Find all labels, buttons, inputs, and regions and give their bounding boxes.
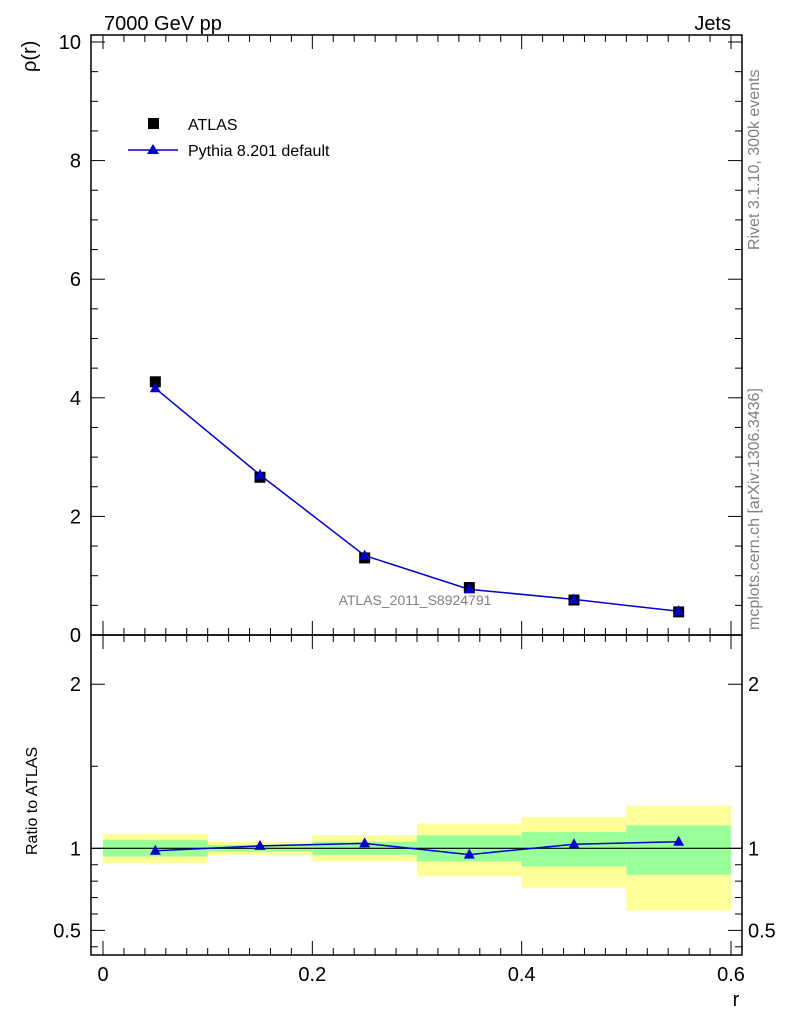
x-axis-label: r: [733, 989, 740, 1011]
analysis-watermark: ATLAS_2011_S8924791: [339, 592, 492, 608]
ratio-y-tick-label-left: 2: [70, 674, 81, 696]
x-tick-label: 0.2: [298, 964, 326, 986]
atlas-marker: [149, 376, 161, 388]
x-tick-label: 0.6: [717, 964, 745, 986]
main-y-tick-label: 8: [70, 151, 81, 173]
main-y-tick-label: 2: [70, 506, 81, 528]
main-y-tick-label: 6: [70, 269, 81, 291]
pythia-marker: [149, 382, 161, 393]
legend-pythia-label: Pythia 8.201 default: [188, 143, 330, 160]
ratio-series-layer: [149, 835, 685, 859]
ratio-pythia-marker: [673, 835, 685, 846]
legend: ATLAS Pythia 8.201 default: [128, 117, 330, 160]
ratio-band-green: [626, 825, 731, 875]
side-note-bottom: mcplots.cern.ch [arXiv:1306.3436]: [746, 388, 763, 630]
x-tick-labels: 0 0.2 0.4 0.6: [97, 964, 744, 986]
side-note-top: Rivet 3.1.10, 300k events: [746, 69, 763, 250]
main-y-tick-label: 10: [59, 32, 81, 54]
legend-pythia-marker: [147, 144, 159, 154]
main-axis-ticks: [91, 35, 742, 636]
ratio-band-green: [521, 831, 627, 867]
ratio-y-tick-label-left: 0.5: [53, 920, 81, 942]
ratio-panel: 0.5 0.5 1 1 2 2 0 0.2 0.4 0.6 Ratio to ATLAS r: [24, 634, 776, 1011]
header-left: 7000 GeV pp: [104, 13, 222, 35]
ratio-pythia-line: [155, 841, 679, 856]
main-panel: 0 2 4 6 8 10 ρ(r) ATLAS_2011_S8924791 ATLAS P…: [19, 32, 743, 647]
main-series-layer: [149, 376, 685, 618]
ratio-y-tick-label-right: 0.5: [748, 920, 776, 942]
ratio-pythia-marker: [359, 837, 371, 848]
legend-atlas-label: ATLAS: [188, 117, 238, 134]
main-y-tick-label: 0: [70, 625, 81, 647]
main-y-tick-label: 4: [70, 388, 81, 410]
ratio-y-tick-label-left: 1: [70, 838, 81, 860]
ratio-y-axis-label: Ratio to ATLAS: [24, 747, 41, 855]
pythia-line: [154, 387, 679, 613]
main-y-tick-labels: 0 2 4 6 8 10: [59, 32, 81, 647]
ratio-y-tick-labels: 0.5 0.5 1 1 2 2: [53, 674, 776, 942]
x-tick-label: 0: [97, 964, 108, 986]
ratio-axis-ticks: [91, 635, 742, 955]
header-right: Jets: [694, 13, 731, 35]
pythia-marker: [254, 468, 266, 479]
ratio-pythia-marker: [254, 839, 266, 850]
x-tick-label: 0.4: [508, 964, 536, 986]
ratio-frame: [90, 634, 743, 956]
pythia-marker: [359, 549, 371, 560]
legend-atlas-marker: [148, 118, 159, 129]
pythia-marker: [568, 593, 580, 604]
pythia-marker: [673, 605, 685, 616]
ratio-y-tick-label-right: 1: [748, 838, 759, 860]
ratio-y-tick-label-right: 2: [748, 674, 759, 696]
pythia-marker: [463, 583, 475, 594]
ratio-pythia-marker: [149, 844, 161, 855]
ratio-uncertainty-bands: [103, 805, 731, 911]
ratio-pythia-marker: [463, 848, 475, 859]
main-y-axis-label: ρ(r): [19, 41, 41, 72]
ratio-pythia-marker: [568, 838, 580, 849]
